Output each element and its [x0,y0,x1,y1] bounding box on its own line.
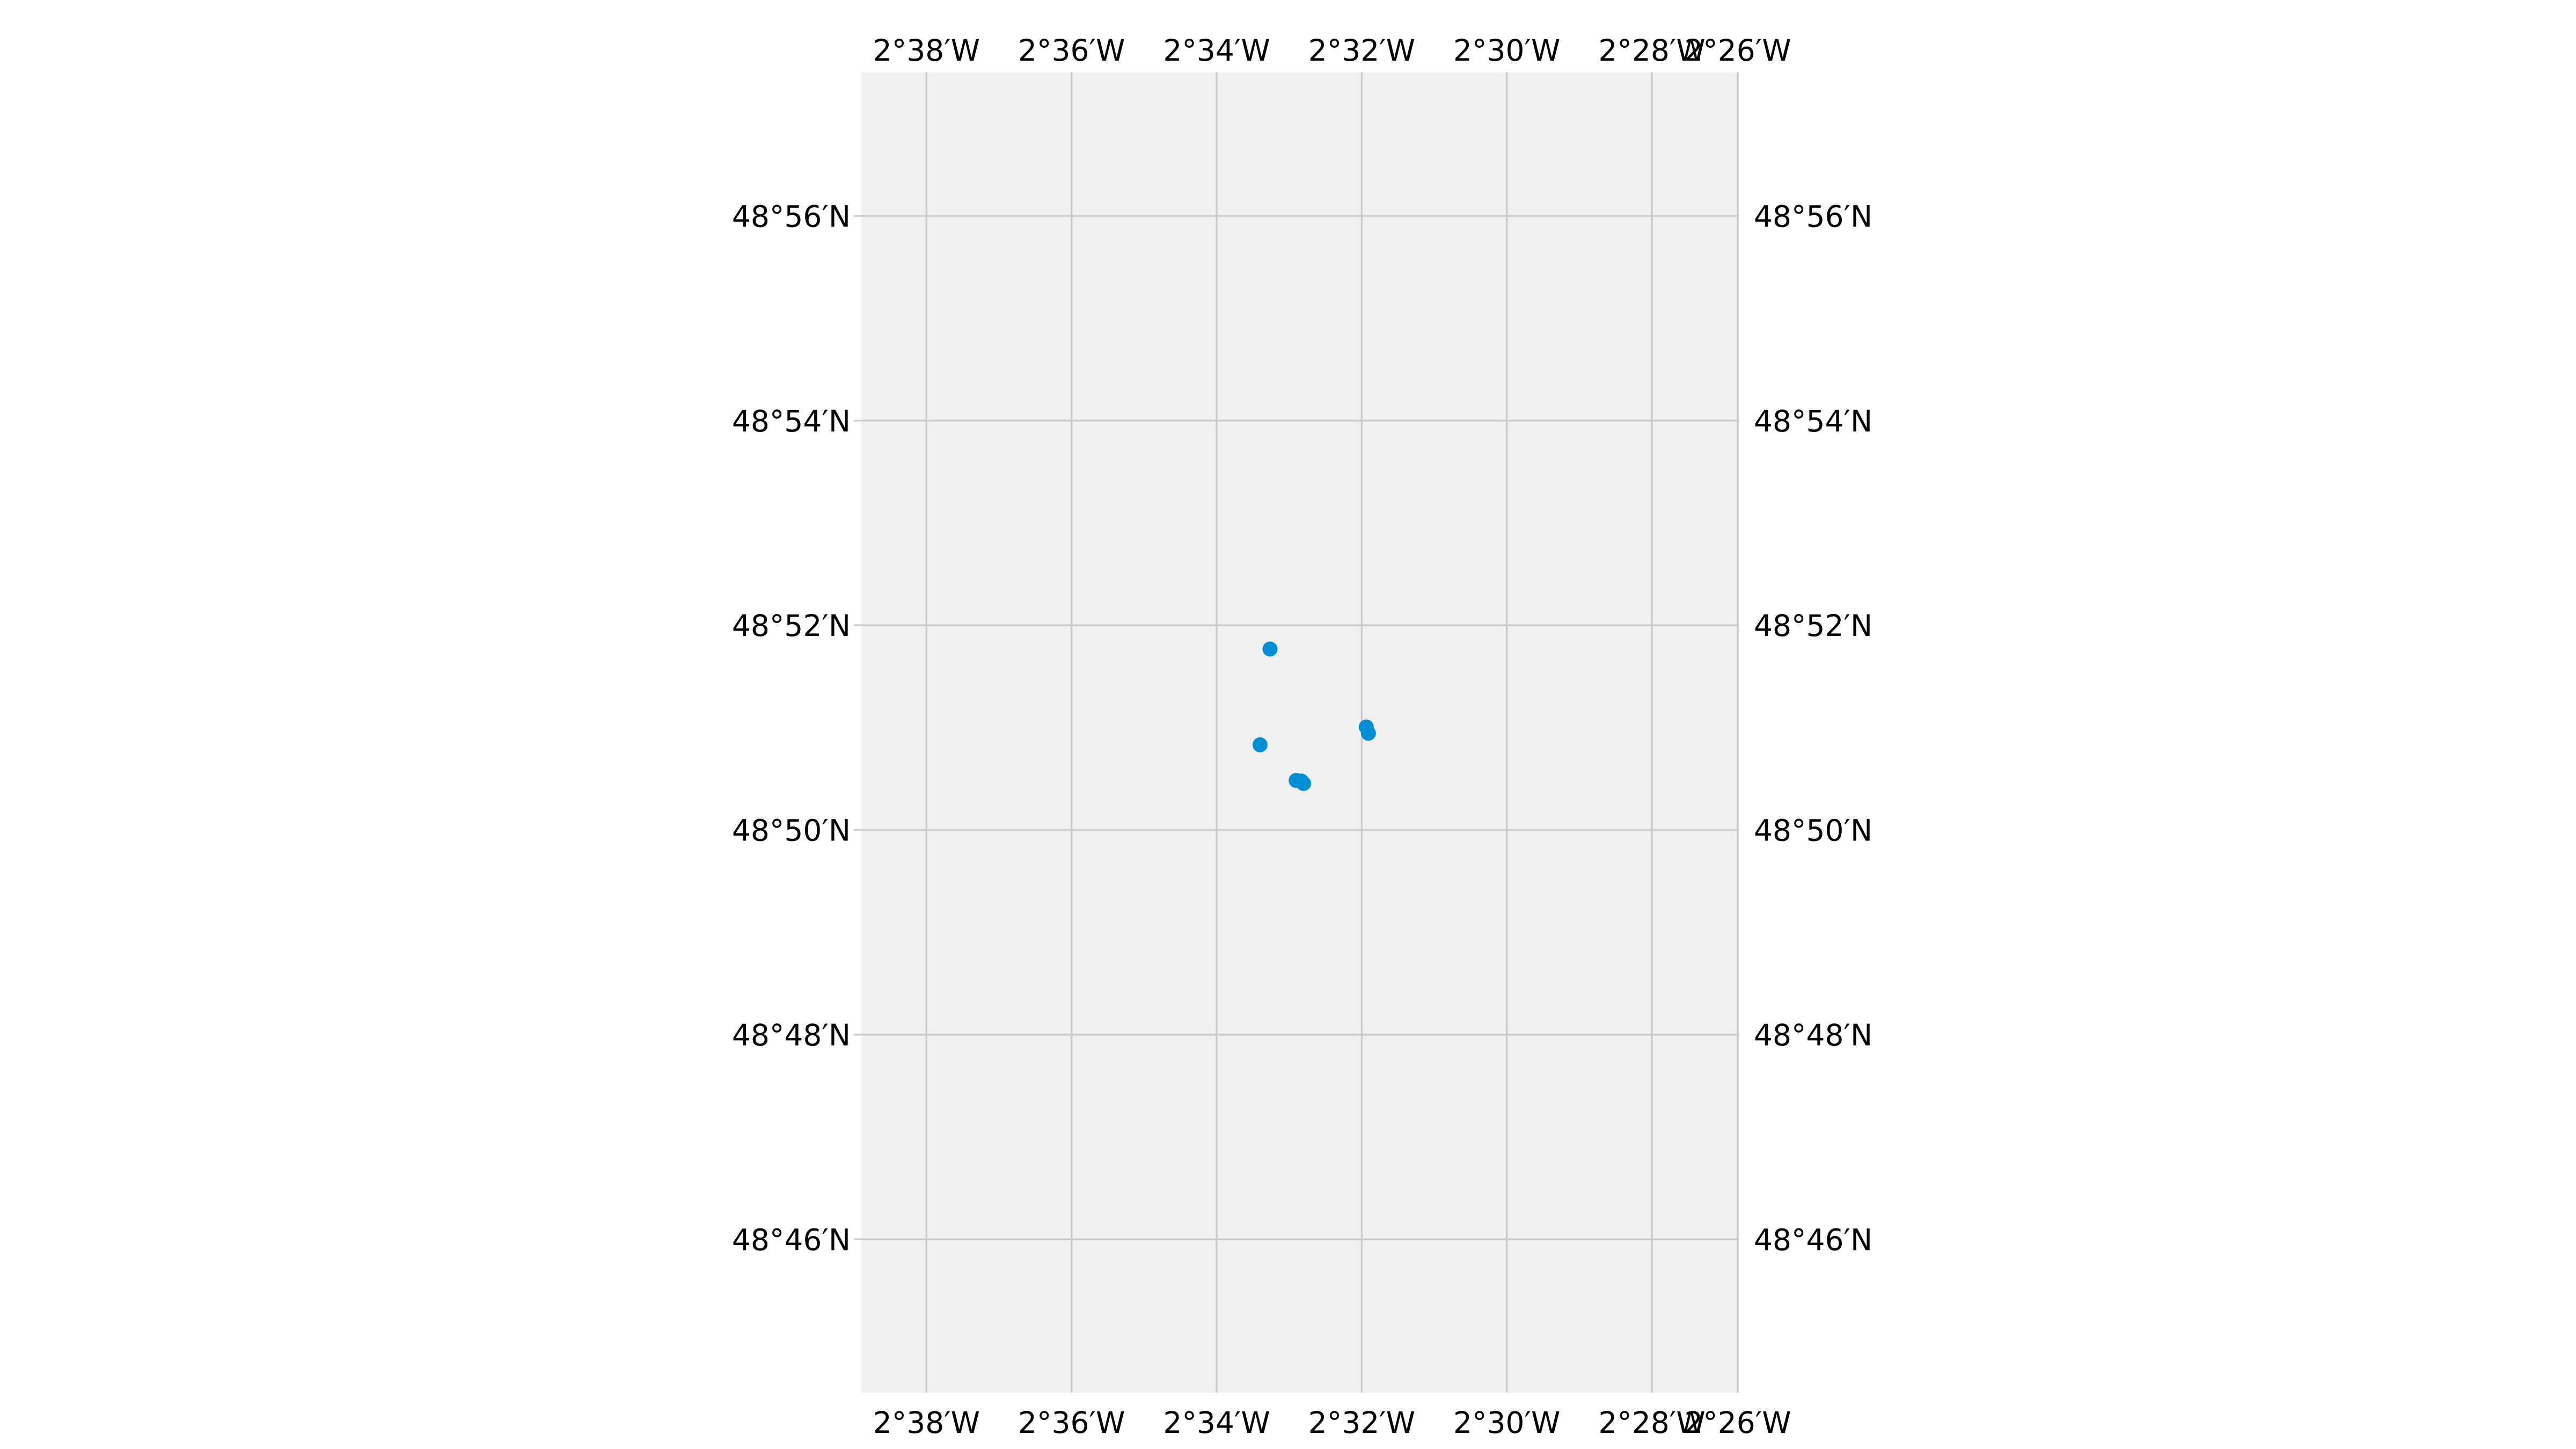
x-tick-label-bottom: 2°36′W [1018,1406,1125,1440]
y-tick-label-right: 48°46′N [1754,1223,1872,1257]
graticule-grid [854,72,1739,1393]
y-tick-label-left: 48°54′N [732,404,851,438]
location-point [1262,641,1278,657]
x-tick-label-bottom: 2°32′W [1308,1406,1415,1440]
y-tick-label-right: 48°50′N [1754,814,1872,848]
y-tick-label-right: 48°52′N [1754,609,1872,643]
x-tick-label-top: 2°28′W [1598,33,1705,68]
x-tick-label-bottom: 2°30′W [1453,1406,1560,1440]
location-point [1360,726,1376,741]
x-tick-label-top: 2°30′W [1453,33,1560,68]
location-point [1296,775,1311,791]
data-points [1252,641,1376,791]
y-tick-label-left: 48°48′N [732,1018,851,1052]
map-plot-area [861,72,1739,1393]
y-tick-label-left: 48°56′N [732,199,851,233]
x-tick-label-top: 2°26′W [1684,33,1791,68]
x-tick-label-top: 2°32′W [1308,33,1415,68]
y-tick-label-left: 48°46′N [732,1223,851,1257]
y-tick-label-right: 48°54′N [1754,404,1872,438]
y-tick-label-right: 48°48′N [1754,1018,1872,1052]
tick-labels: 2°38′W 2°38′W 2°36′W 2°36′W 2°34′W 2°34′W 2°32… [732,33,1872,1440]
x-tick-label-top: 2°38′W [873,33,980,68]
y-tick-label-left: 48°52′N [732,609,851,643]
x-tick-label-bottom: 2°26′W [1684,1406,1791,1440]
x-tick-label-bottom: 2°38′W [873,1406,980,1440]
x-tick-label-top: 2°36′W [1018,33,1125,68]
y-tick-label-right: 48°56′N [1754,199,1872,233]
location-point [1252,737,1268,752]
x-tick-label-top: 2°34′W [1163,33,1270,68]
y-tick-label-left: 48°50′N [732,814,851,848]
x-tick-label-bottom: 2°28′W [1598,1406,1705,1440]
x-tick-label-bottom: 2°34′W [1163,1406,1270,1440]
